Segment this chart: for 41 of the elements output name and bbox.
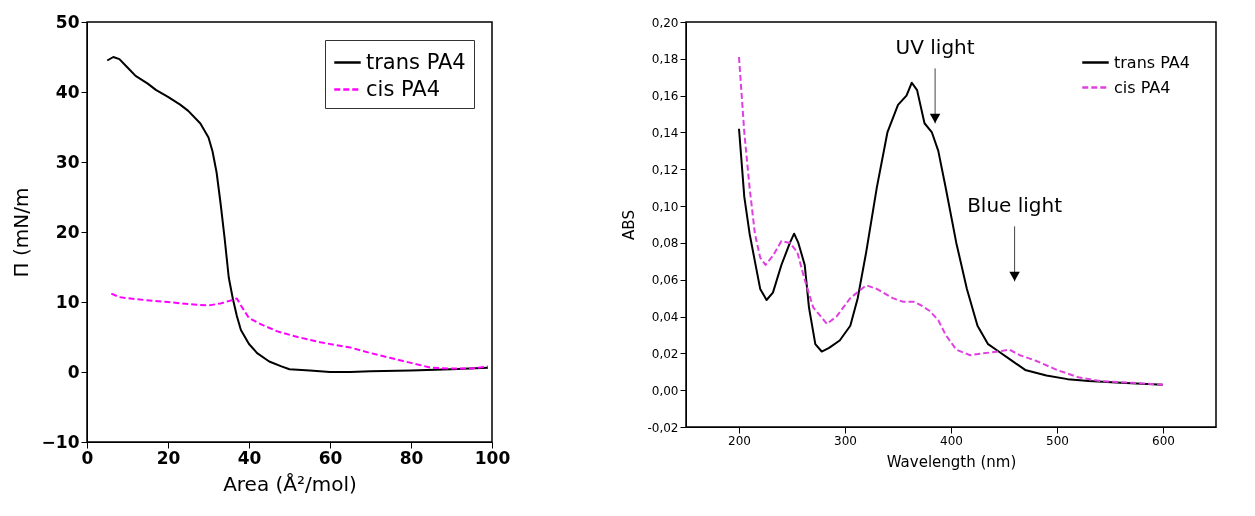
x-tick-label: 100 — [474, 447, 511, 468]
y-tick-label: 0,18 — [651, 52, 679, 67]
legend-label: trans PA4 — [366, 49, 466, 74]
x-axis-title: Wavelength (nm) — [886, 452, 1017, 471]
y-tick-label: 0,16 — [651, 89, 679, 104]
y-tick-label: 20 — [55, 221, 80, 242]
y-tick-label: 0,06 — [651, 273, 679, 288]
annotation: Blue light — [967, 193, 1063, 218]
line-series — [110, 292, 489, 370]
legend-label: trans PA4 — [1114, 52, 1190, 72]
x-tick-label: 300 — [834, 433, 857, 448]
y-tick-label: 0,02 — [651, 346, 679, 361]
y-tick-label: 0,00 — [651, 383, 679, 398]
x-tick-label: 200 — [728, 433, 751, 448]
y-tick-label: 30 — [55, 151, 80, 172]
y-tick-label: 40 — [55, 81, 80, 102]
legend-label: cis PA4 — [1114, 77, 1171, 97]
y-axis-title: Π (mN/m — [8, 187, 33, 278]
y-tick-label: 0,04 — [651, 310, 679, 325]
y-tick-label: 0,20 — [651, 15, 679, 30]
y-tick-label: 0 — [67, 361, 80, 382]
y-tick-label: 50 — [55, 11, 80, 32]
y-tick-label: 0,12 — [651, 162, 679, 177]
x-tick-label: 20 — [156, 447, 181, 468]
y-tick-label: 0,10 — [651, 199, 679, 214]
y-tick-label: 10 — [55, 291, 80, 312]
y-axis-title: ABS — [620, 210, 639, 240]
x-tick-label: 500 — [1046, 433, 1069, 448]
x-tick-label: 600 — [1152, 433, 1175, 448]
y-tick-label: 0,08 — [651, 236, 679, 251]
legend-label: cis PA4 — [366, 76, 441, 101]
y-tick-label: 0,14 — [651, 125, 679, 140]
x-tick-label: 80 — [399, 447, 424, 468]
y-tick-label: −10 — [41, 431, 80, 452]
x-axis-title: Area (Å²/mol) — [223, 471, 357, 496]
x-tick-label: 60 — [318, 447, 343, 468]
x-tick-label: 40 — [237, 447, 262, 468]
annotation: UV light — [895, 35, 975, 60]
y-tick-label: -0,02 — [647, 420, 679, 435]
x-tick-label: 400 — [940, 433, 963, 448]
x-tick-label: 0 — [81, 447, 94, 468]
